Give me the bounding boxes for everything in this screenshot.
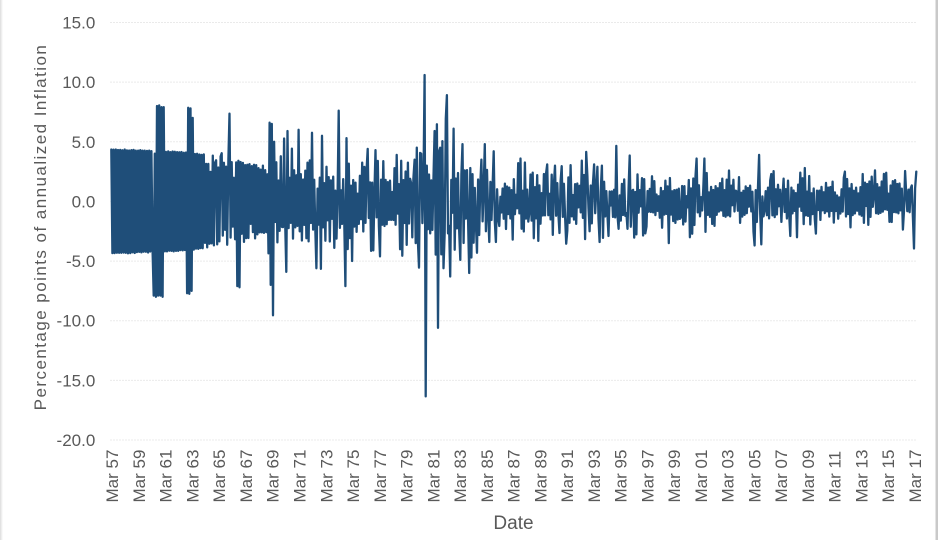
svg-text:0.0: 0.0 [72,192,96,211]
svg-text:Mar 81: Mar 81 [424,450,443,503]
svg-text:Mar 93: Mar 93 [585,450,604,503]
svg-text:Percentage points of annualize: Percentage points of annualized Inflatio… [31,44,50,411]
svg-text:-15.0: -15.0 [57,371,96,390]
svg-text:Mar 99: Mar 99 [665,450,684,503]
svg-text:5.0: 5.0 [72,133,96,152]
svg-text:Mar 71: Mar 71 [291,450,310,503]
svg-text:Mar 75: Mar 75 [344,450,363,503]
svg-text:Mar 97: Mar 97 [638,450,657,503]
svg-text:Mar 95: Mar 95 [612,450,631,503]
svg-text:Mar 91: Mar 91 [558,450,577,503]
svg-text:-5.0: -5.0 [66,252,95,271]
svg-text:Mar 17: Mar 17 [906,450,925,503]
svg-text:Mar 79: Mar 79 [398,450,417,503]
svg-text:Mar 83: Mar 83 [451,450,470,503]
svg-text:Mar 05: Mar 05 [745,450,764,503]
svg-text:Mar 03: Mar 03 [719,450,738,503]
svg-text:Mar 59: Mar 59 [130,450,149,503]
svg-text:Mar 61: Mar 61 [157,450,176,503]
svg-text:Mar 69: Mar 69 [264,450,283,503]
svg-text:Mar 11: Mar 11 [826,451,845,503]
svg-text:Mar 73: Mar 73 [317,450,336,503]
svg-text:Mar 01: Mar 01 [692,450,711,503]
svg-text:-20.0: -20.0 [57,431,96,450]
svg-text:Mar 63: Mar 63 [184,450,203,503]
svg-text:Mar 67: Mar 67 [237,450,256,503]
svg-text:Mar 65: Mar 65 [210,450,229,503]
svg-text:Mar 13: Mar 13 [852,450,871,503]
svg-text:15.0: 15.0 [62,14,95,33]
svg-text:Mar 77: Mar 77 [371,450,390,503]
svg-text:Mar 85: Mar 85 [478,450,497,503]
svg-text:Mar 57: Mar 57 [103,450,122,503]
svg-text:Mar 89: Mar 89 [531,450,550,503]
svg-text:-10.0: -10.0 [57,312,96,331]
svg-text:Date: Date [493,513,533,534]
svg-text:Mar 09: Mar 09 [799,450,818,503]
svg-text:10.0: 10.0 [62,73,95,92]
svg-text:Mar 07: Mar 07 [772,450,791,503]
svg-text:Mar 87: Mar 87 [505,450,524,503]
svg-text:Mar 15: Mar 15 [879,450,898,503]
